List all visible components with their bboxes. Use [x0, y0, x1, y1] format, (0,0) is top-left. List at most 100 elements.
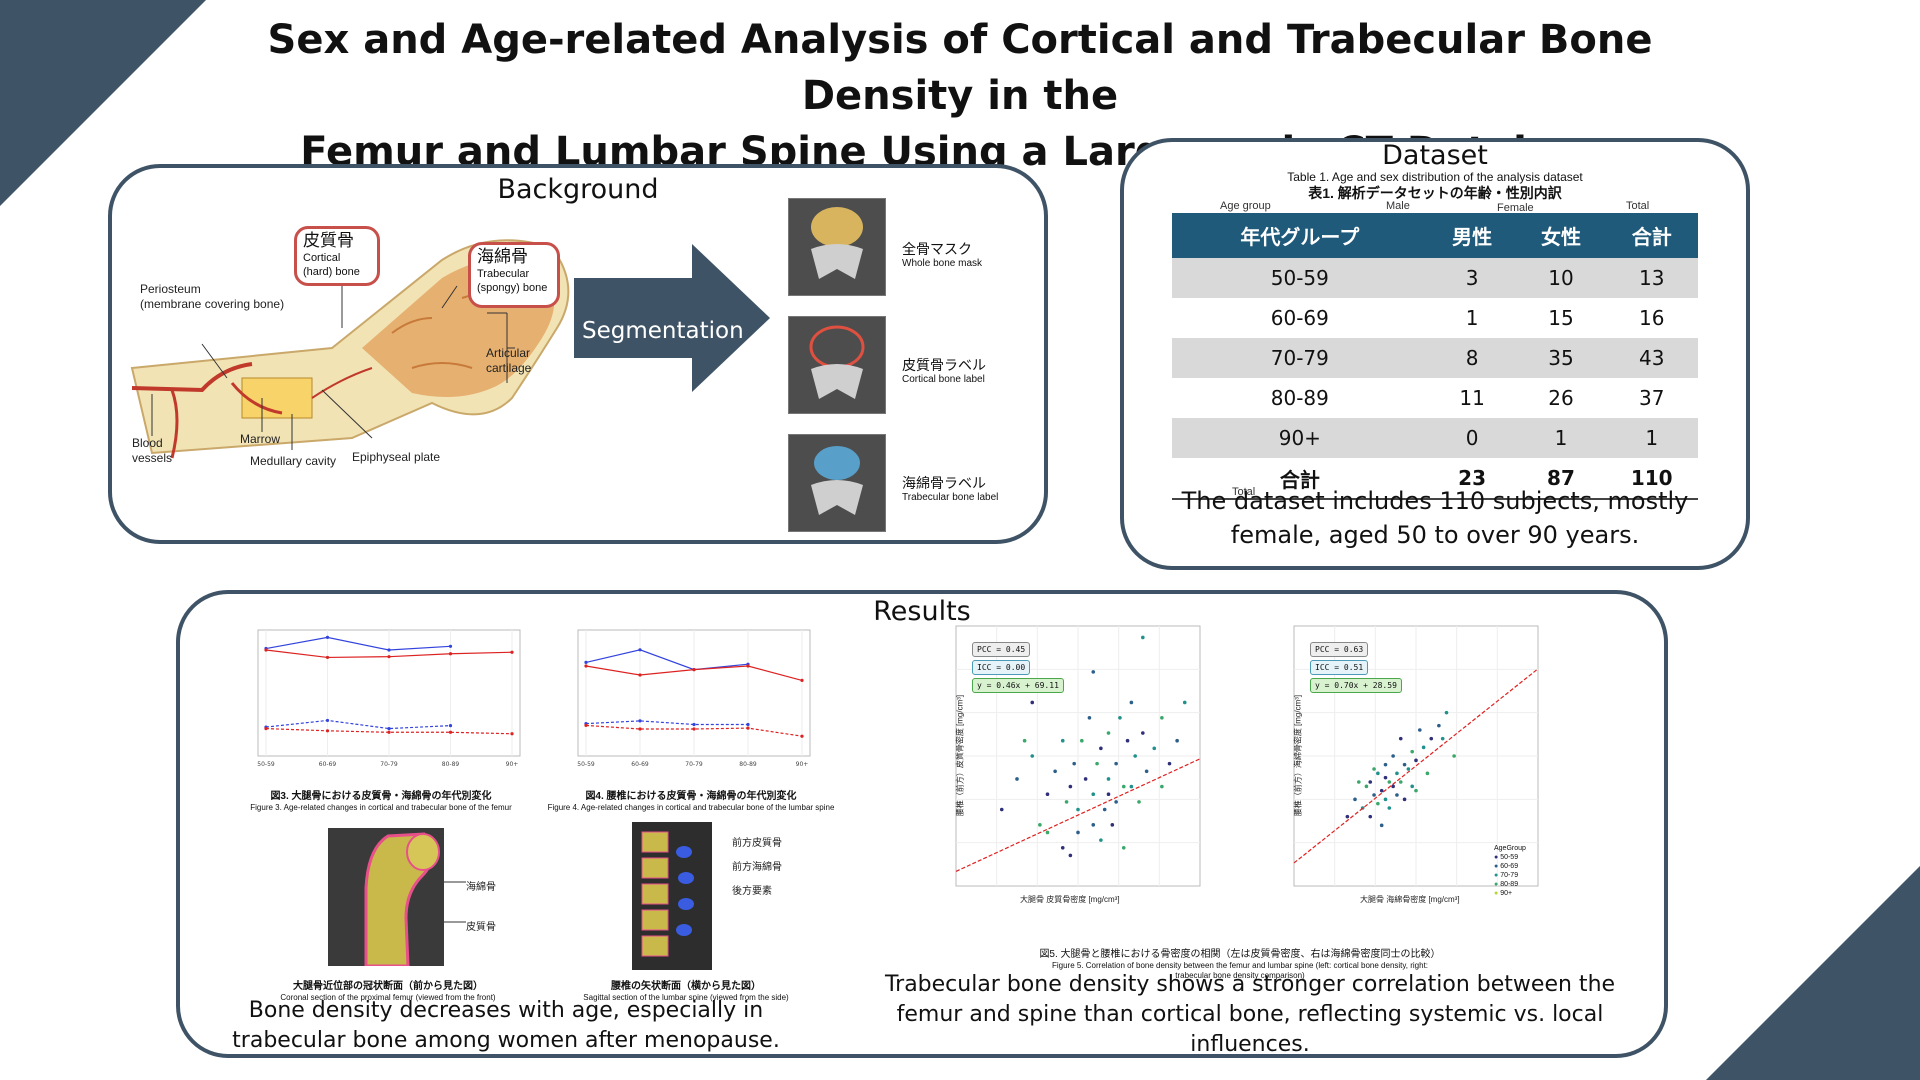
scatter-point	[1038, 823, 1042, 827]
series-point	[584, 664, 588, 668]
series-point	[692, 722, 696, 727]
cell: 26	[1548, 386, 1574, 410]
scatter-point	[1110, 823, 1115, 827]
results-left-summary: Bone density decreases with age, especia…	[232, 998, 780, 1053]
scatter-point	[1141, 731, 1145, 735]
scatter-point	[1106, 792, 1111, 797]
cell: 1	[1605, 418, 1698, 458]
blood-vessel	[131, 362, 253, 393]
th-female: 女性	[1516, 213, 1606, 258]
scatter-point	[1345, 814, 1350, 819]
x-tick-label: 50-59	[577, 761, 595, 768]
cell: 10	[1516, 258, 1606, 298]
scatter-point	[1398, 736, 1403, 741]
series-point	[448, 730, 453, 734]
series-line	[265, 636, 451, 651]
x-tick-label: 70-79	[685, 761, 703, 768]
results-panel: Results 50-59 60-69 70-79 80-89 90+ 50-59 60-…	[176, 590, 1668, 1058]
scatter-point	[1083, 777, 1088, 781]
scatter1-pcc: PCC = 0.45	[972, 642, 1031, 657]
scatter-point	[1372, 793, 1376, 797]
cell: 23	[1427, 458, 1517, 500]
x-tick-label: 60-69	[631, 761, 649, 768]
series-point	[325, 729, 330, 733]
dataset-table: 年代グループ 男性 女性 合計 50-59 3 10 13 60-69 1 15 16 70…	[1172, 213, 1698, 500]
chart-spine-age: 50-59 60-69 70-79 80-89 90+	[577, 629, 811, 768]
dataset-summary: The dataset includes 110 subjects, mostl…	[1181, 487, 1689, 549]
x-tick-label: 50-59	[257, 761, 275, 768]
scatter-point	[1406, 767, 1411, 771]
fig3-caption: 図3. 大腿骨における皮質骨・海綿骨の年代別変化 Figure 3. Age-re…	[250, 791, 512, 812]
scatter-point	[1091, 670, 1096, 674]
scatter-point	[1099, 746, 1103, 751]
series-point	[387, 648, 391, 652]
scatter-point	[1102, 807, 1107, 812]
scatter-point	[1129, 784, 1134, 789]
spine-ct-caption: 腰椎の矢状断面（横から見た図） Sagittal section of the l…	[583, 981, 789, 1002]
scatter-point	[1129, 700, 1134, 705]
cell: 35	[1516, 338, 1606, 378]
scatter-point	[1121, 845, 1126, 850]
femur-ct-caption: 大腿骨近位部の冠状断面（前から見た図） Coronal section of th…	[280, 981, 496, 1002]
series-point	[448, 724, 453, 728]
scatter-point	[1387, 780, 1392, 784]
cell: 60-69	[1270, 306, 1329, 330]
scatter-point	[1372, 767, 1376, 771]
col-en-female: Female	[1497, 202, 1534, 214]
scatter-point	[1391, 754, 1395, 758]
corner-decoration-bottom-right	[1706, 866, 1920, 1080]
scatter-point	[1402, 762, 1407, 767]
scatter-point	[999, 807, 1004, 812]
femur-ct-image	[328, 828, 444, 966]
spine-posterior-label: 後方要素	[732, 886, 772, 897]
scatter-point	[1072, 761, 1076, 766]
cell: 87	[1516, 458, 1606, 500]
series-point	[264, 648, 268, 652]
results-right-summary: Trabecular bone density shows a stronger…	[884, 972, 1616, 1057]
th-male: 男性	[1427, 213, 1517, 258]
femur-leader-lines	[444, 881, 466, 923]
table-total-row: 合計 23 87 110	[1172, 458, 1698, 500]
table-header-row: 年代グループ 男性 女性 合計	[1172, 213, 1698, 258]
ct-cortical-label	[788, 316, 886, 414]
legend-item: ● 50-59	[1494, 854, 1519, 861]
cell: 11	[1459, 386, 1485, 410]
scatter-point	[1022, 738, 1027, 743]
cell: 80-89	[1270, 386, 1329, 410]
marrow-label: Marrow	[240, 432, 281, 446]
x-tick-label: 90+	[506, 761, 519, 768]
scatter-point	[1087, 715, 1092, 720]
blood-vessels-label: Blood vessels	[132, 436, 173, 465]
scatter-point	[1125, 738, 1130, 743]
scatter-point	[1121, 784, 1126, 789]
scatter2-pcc: PCC = 0.63	[1310, 642, 1369, 657]
scatter-point	[1364, 784, 1369, 789]
table-caption-jp: 表1. 解析データセットの年齢・性別内訳	[1308, 185, 1562, 201]
series-point	[325, 718, 330, 723]
cell: 110	[1605, 458, 1698, 500]
series-point	[325, 635, 330, 640]
cell: 13	[1605, 258, 1698, 298]
cell: 43	[1605, 338, 1698, 378]
scatter-point	[1060, 738, 1065, 743]
scatter1-icc: ICC = 0.00	[972, 660, 1031, 675]
spine-anterior-trabecular-label: 前方海綿骨	[732, 862, 782, 873]
cell: 0	[1427, 418, 1517, 458]
scatter-point	[1114, 800, 1118, 804]
scatter-point	[1133, 754, 1137, 758]
series-point	[638, 648, 642, 652]
mask-label-whole: 全骨マスク Whole bone mask	[902, 241, 983, 269]
series-line	[265, 719, 451, 730]
series-point	[638, 727, 642, 731]
scatter-point	[1437, 723, 1441, 728]
legend-item: ● 60-69	[1494, 863, 1519, 870]
femur-cortical-label: 皮質骨	[466, 922, 496, 933]
scatter-point	[1095, 761, 1099, 766]
ct-whole-mask	[788, 198, 886, 296]
x-tick-label: 90+	[796, 761, 809, 768]
medullary-label: Medullary cavity	[250, 454, 337, 468]
table-row: 70-79 8 35 43	[1172, 338, 1698, 378]
scatter-point	[1376, 801, 1380, 806]
scatter-point	[1383, 797, 1388, 802]
scatter-point	[1160, 784, 1164, 789]
